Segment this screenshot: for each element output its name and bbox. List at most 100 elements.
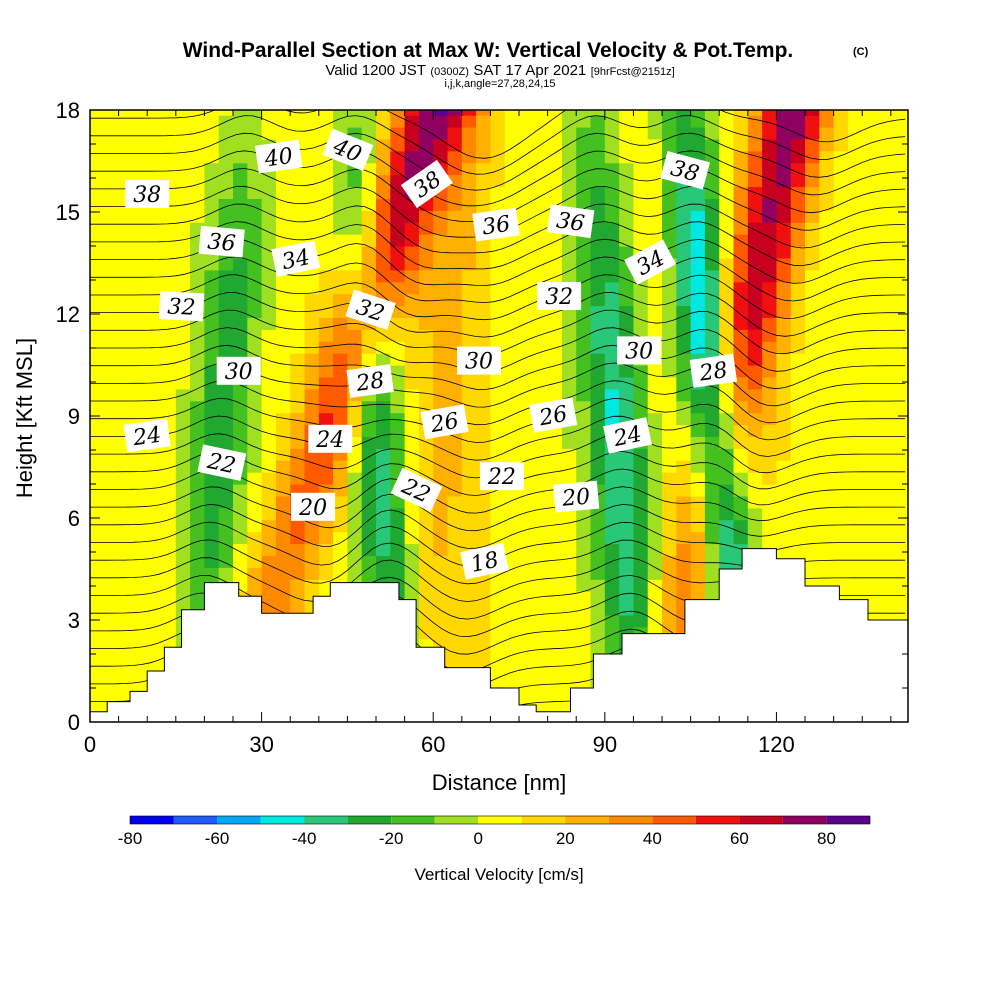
- theta-label-text: 18: [469, 548, 502, 578]
- theta-label-text: 30: [465, 350, 493, 375]
- terrain-mask: [90, 548, 908, 722]
- colorbar-swatch: [347, 816, 392, 824]
- colorbar-swatch: [217, 816, 261, 824]
- theta-contour-line: [90, 503, 906, 549]
- theta-contour-line: [90, 292, 906, 338]
- colorbar-swatch: [434, 816, 479, 824]
- theta-label: 20: [552, 480, 600, 513]
- theta-label-text: 24: [611, 422, 645, 452]
- y-tick-label: 9: [68, 404, 80, 429]
- theta-label-text: 22: [204, 449, 238, 479]
- theta-label: 32: [537, 282, 582, 310]
- x-tick-label: 90: [593, 732, 617, 757]
- colorbar-swatch: [478, 816, 522, 824]
- theta-label-text: 34: [280, 245, 313, 275]
- chart-subtitle-indices: i,j,k,angle=27,28,24,15: [444, 78, 555, 90]
- x-axis-title: Distance [nm]: [432, 770, 567, 795]
- theta-label: 32: [158, 291, 205, 322]
- theta-label-text: 30: [625, 339, 653, 364]
- x-tick-label: 60: [421, 732, 445, 757]
- theta-label: 34: [271, 240, 321, 277]
- theta-label: 20: [291, 492, 336, 521]
- theta-label-text: 38: [133, 183, 161, 208]
- colorbar-swatch: [739, 816, 783, 824]
- plot-area: [90, 110, 908, 722]
- colorbar-swatch: [826, 816, 870, 824]
- theta-label: 36: [472, 207, 520, 242]
- theta-label: 18: [460, 542, 509, 580]
- theta-label: 36: [198, 225, 245, 258]
- theta-label: 22: [197, 444, 247, 481]
- theta-label: 28: [346, 364, 394, 398]
- x-tick-label: 0: [84, 732, 96, 757]
- theta-label: 22: [479, 462, 524, 491]
- colorbar: -80 -60 -40 -20 0 20 40 60 80: [118, 815, 871, 848]
- theta-label-text: 28: [354, 368, 386, 397]
- colorbar-tick-label: -40: [292, 829, 317, 848]
- theta-label: 32: [345, 289, 396, 330]
- y-tick-label: 15: [56, 200, 80, 225]
- theta-contour-line: [90, 344, 906, 391]
- y-tick-label: 6: [68, 506, 80, 531]
- colorbar-swatch: [260, 816, 305, 824]
- colorbar-frame: [129, 815, 871, 825]
- theta-label-text: 20: [298, 496, 327, 521]
- colorbar-tick-label: 80: [817, 829, 836, 848]
- x-axis: 0 30 60 90 120: [84, 110, 892, 757]
- theta-contour-line: [90, 115, 906, 175]
- theta-label-text: 40: [262, 144, 294, 173]
- colorbar-swatch: [173, 816, 217, 824]
- theta-label: 38: [125, 180, 170, 208]
- theta-label: 24: [308, 424, 353, 453]
- chart-title: Wind-Parallel Section at Max W: Vertical…: [183, 39, 794, 62]
- theta-label: 26: [529, 397, 578, 433]
- colorbar-tick-label: 20: [556, 829, 575, 848]
- theta-label-text: 28: [697, 358, 729, 387]
- x-tick-label: 120: [758, 732, 795, 757]
- theta-label-text: 22: [487, 465, 516, 490]
- theta-contour-line: [90, 274, 906, 321]
- colorbar-swatch: [130, 816, 174, 824]
- theta-label-text: 32: [167, 294, 196, 320]
- theta-label-text: 36: [555, 208, 586, 237]
- theta-label-text: 24: [131, 423, 163, 452]
- colorbar-swatch: [652, 816, 696, 824]
- colorbar-swatch: [521, 816, 566, 824]
- y-tick-label: 0: [68, 710, 80, 735]
- theta-contour-line: [90, 397, 906, 443]
- theta-contour-line: [90, 203, 906, 254]
- x-tick-label: 30: [249, 732, 273, 757]
- theta-label: 24: [603, 417, 652, 454]
- theta-label-text: 36: [481, 212, 512, 241]
- theta-label-text: 30: [225, 360, 253, 385]
- colorbar-swatch: [695, 816, 740, 824]
- y-tick-label: 12: [56, 302, 80, 327]
- colorbar-swatch: [565, 816, 609, 824]
- theta-label: 28: [689, 353, 738, 388]
- theta-label: 26: [420, 404, 469, 440]
- theta-contour-line: [90, 486, 906, 532]
- colorbar-swatch: [608, 816, 653, 824]
- theta-label: 40: [254, 139, 303, 174]
- y-axis-title: Height [Kft MSL]: [12, 338, 37, 498]
- theta-label-text: 24: [315, 428, 344, 453]
- y-axis: 0 36 9 12 15 18: [56, 98, 908, 735]
- theta-label-text: 26: [428, 409, 461, 439]
- colorbar-swatch: [782, 816, 827, 824]
- colorbar-tick-label: -80: [118, 829, 143, 848]
- theta-label: 36: [546, 204, 595, 239]
- colorbar-swatch: [391, 816, 435, 824]
- theta-contour-line: [90, 132, 906, 191]
- theta-label: 30: [617, 336, 662, 365]
- theta-label: 24: [123, 418, 171, 453]
- theta-contour-line: [90, 415, 906, 461]
- theta-label-text: 32: [545, 285, 573, 310]
- colorbar-title: Vertical Velocity [cm/s]: [414, 865, 583, 884]
- theta-contour-line: [90, 221, 906, 270]
- colorbar-tick-label: -60: [205, 829, 230, 848]
- y-tick-label: 18: [56, 98, 80, 123]
- theta-contour-line: [90, 256, 906, 303]
- colorbar-tick-label: 40: [643, 829, 662, 848]
